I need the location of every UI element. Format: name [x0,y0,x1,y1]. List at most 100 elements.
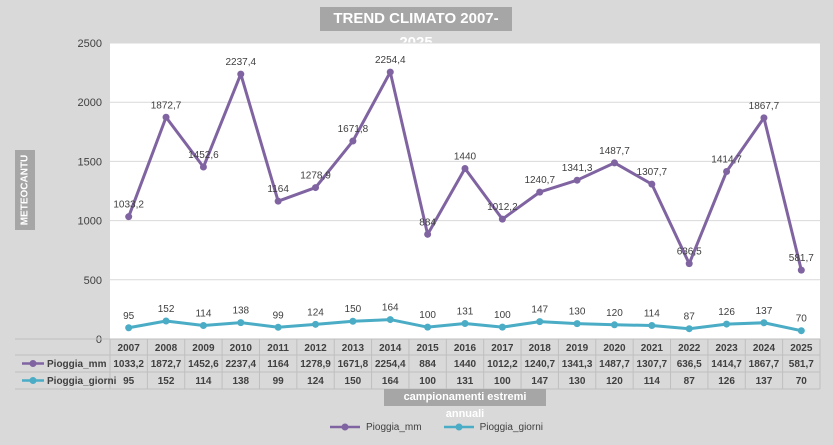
x-tick-label: 2011 [267,343,289,354]
data-label: 131 [457,306,474,317]
legend: Pioggia_mm Pioggia_giorni [330,419,543,435]
table-cell: 1487,7 [599,359,630,370]
table-cell: 147 [531,376,548,387]
data-label: 114 [644,309,660,320]
data-label: 100 [419,310,436,321]
x-tick-label: 2017 [491,343,514,354]
table-cell: 1278,9 [300,359,331,370]
table-cell: 1240,7 [524,359,555,370]
table-cell: 1414,7 [711,359,742,370]
table-cell: 884 [419,359,436,370]
y-axis-label: METEOCANTU [15,150,35,230]
data-point [685,325,693,333]
table-legend-key-marker [29,360,37,367]
data-point [349,317,357,325]
table-cell: 1872,7 [151,359,182,370]
data-point [274,323,282,331]
data-label: 150 [345,304,362,315]
x-tick-label: 2013 [342,343,365,354]
table-cell: 100 [419,376,436,387]
data-label: 2254,4 [375,55,406,66]
data-label: 1440 [454,152,477,163]
legend-item-rain-mm: Pioggia_mm [330,422,422,433]
table-cell: 100 [494,376,511,387]
y-tick-label: 0 [96,334,102,346]
data-point [349,137,357,145]
data-label: 99 [273,310,285,321]
data-point [723,167,731,175]
data-point [162,113,170,121]
table-cell: 95 [123,376,135,387]
data-point [648,322,656,330]
data-point [648,180,656,188]
table-cell: 138 [232,376,249,387]
x-tick-label: 2010 [230,343,253,354]
table-cell: 87 [684,376,696,387]
data-label: 164 [382,303,399,314]
data-point [312,320,320,328]
legend-key-rain-days [443,423,474,431]
table-cell: 114 [195,376,212,387]
x-tick-label: 2015 [417,343,440,354]
table-cell: 2254,4 [375,359,406,370]
data-label: 884 [419,217,436,228]
legend-label-rain-days: Pioggia_giorni [479,421,543,433]
data-point [237,319,245,327]
chart-title: TREND CLIMATO 2007-2025 [320,7,512,51]
data-label: 70 [796,314,808,325]
data-point [498,215,506,223]
data-label: 1307,7 [637,167,668,178]
table-cell: 70 [796,376,808,387]
x-axis-label: campionamenti estremi annuali [384,389,546,420]
data-point [760,114,768,122]
data-label: 1452,6 [188,150,219,161]
legend-key-rain-mm [330,423,360,431]
data-label: 100 [494,310,511,321]
y-tick-label: 500 [84,275,102,287]
table-cell: 114 [644,376,661,387]
plot-area [110,43,820,339]
data-label: 147 [531,305,548,316]
table-cell: 1012,2 [487,359,518,370]
table-cell: 1341,3 [562,359,593,370]
table-cell: 126 [718,376,735,387]
table-cell: 1440 [454,359,477,370]
data-label: 152 [158,304,175,315]
data-point [760,319,768,327]
x-tick-label: 2009 [192,343,215,354]
data-label: 137 [756,306,773,317]
data-label: 1872,7 [151,100,182,111]
data-label: 87 [684,312,696,323]
x-tick-label: 2022 [678,343,701,354]
data-point [573,176,581,184]
data-label: 581,7 [789,253,814,264]
table-cell: 131 [457,376,474,387]
data-label: 636,5 [677,247,702,258]
x-tick-label: 2018 [529,343,552,354]
data-point [125,324,133,332]
data-label: 1671,8 [338,124,369,135]
legend-label-rain-mm: Pioggia_mm [366,421,422,433]
table-cell: 164 [382,376,399,387]
data-point [199,163,207,171]
data-label: 2237,4 [225,57,256,68]
data-point [797,266,805,274]
data-label: 1240,7 [524,175,555,186]
table-cell: 1867,7 [749,359,780,370]
data-point [237,70,245,78]
table-cell: 1452,6 [188,359,219,370]
data-label: 1414,7 [711,154,742,165]
data-label: 138 [232,306,249,317]
data-point [125,213,133,221]
data-label: 130 [569,307,586,318]
y-tick-label: 2000 [78,97,102,109]
x-tick-label: 2023 [715,343,738,354]
table-cell: 130 [569,376,586,387]
table-cell: 2237,4 [225,359,256,370]
data-point [573,320,581,328]
data-label: 1033,2 [113,200,144,211]
table-cell: 1671,8 [338,359,369,370]
x-tick-label: 2025 [790,343,813,354]
data-label: 1164 [267,184,289,195]
data-point [536,318,544,326]
